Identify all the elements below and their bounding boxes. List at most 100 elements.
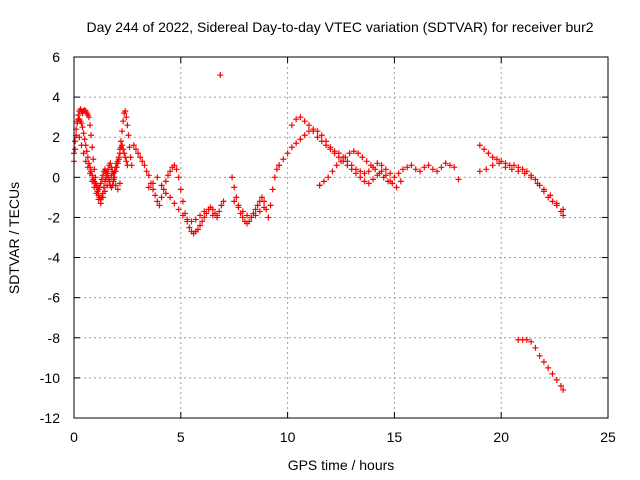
data-point [397, 178, 404, 185]
x-tick-label: 5 [177, 429, 185, 445]
data-point [421, 164, 428, 171]
data-point [442, 160, 449, 167]
data-point [184, 216, 191, 223]
data-point [120, 118, 127, 125]
data-point [145, 172, 152, 179]
data-point [93, 190, 100, 197]
data-point [116, 180, 123, 187]
data-point [455, 176, 462, 183]
data-point [545, 364, 552, 371]
data-point [528, 338, 535, 345]
data-point [231, 198, 238, 205]
data-point [135, 150, 142, 157]
data-point [374, 160, 381, 167]
data-point [425, 162, 432, 169]
data-point [532, 344, 539, 351]
data-point [481, 146, 488, 153]
x-tick-label: 20 [493, 429, 509, 445]
data-point [205, 206, 212, 213]
data-point [220, 198, 227, 205]
data-point [528, 174, 535, 181]
data-point [288, 144, 295, 151]
data-point [361, 170, 368, 177]
data-point [261, 204, 268, 211]
data-point [167, 168, 174, 175]
data-point [434, 168, 441, 175]
data-point [540, 186, 547, 193]
series-low-branch [515, 336, 567, 393]
data-point [560, 206, 567, 213]
data-point [338, 158, 344, 165]
data-point [318, 132, 325, 139]
data-point [162, 178, 169, 185]
data-point [314, 134, 321, 141]
data-point [293, 116, 300, 123]
data-point [280, 156, 287, 163]
data-point [216, 208, 223, 215]
y-tick-label: 6 [52, 49, 60, 65]
data-point [122, 108, 129, 115]
data-point [429, 166, 436, 173]
data-point [318, 138, 325, 145]
data-point [121, 150, 128, 157]
data-point [348, 166, 355, 173]
data-point [154, 198, 161, 205]
series-outlier [217, 72, 462, 189]
data-point [323, 142, 330, 149]
data-point [158, 194, 165, 201]
data-point [199, 218, 206, 225]
data-point [119, 142, 126, 149]
y-tick-label: 4 [52, 89, 60, 105]
data-point [359, 154, 366, 161]
data-point [82, 158, 89, 165]
data-point [252, 212, 259, 219]
data-point [112, 182, 119, 189]
data-point [297, 114, 304, 121]
data-point [493, 156, 500, 163]
series-segment-5b [476, 160, 567, 213]
data-point [346, 150, 353, 157]
data-point [150, 180, 157, 187]
data-point [265, 214, 272, 221]
data-point [126, 144, 133, 151]
data-point [560, 212, 567, 219]
data-point [91, 184, 98, 191]
data-point [192, 216, 199, 223]
data-point [489, 162, 496, 169]
data-point [145, 184, 152, 191]
data-point [81, 107, 88, 114]
data-point [175, 174, 182, 181]
data-point [79, 124, 86, 131]
data-point [293, 140, 300, 147]
data-point [175, 206, 182, 213]
data-point [96, 184, 103, 191]
data-point [549, 370, 556, 377]
data-point [511, 162, 518, 169]
data-point [376, 170, 383, 177]
data-point [534, 180, 541, 187]
data-point [83, 148, 90, 155]
data-point [139, 158, 146, 165]
data-point [258, 194, 265, 201]
data-point [97, 180, 104, 187]
data-point [80, 150, 87, 157]
data-point [87, 170, 94, 177]
x-tick-label: 15 [387, 429, 403, 445]
data-point [84, 154, 91, 161]
data-point [89, 178, 96, 185]
data-point [536, 352, 543, 359]
data-point [239, 208, 246, 215]
y-axis-label: SDTVAR / TECUs [6, 182, 22, 294]
data-point [515, 168, 522, 175]
data-point [316, 182, 323, 189]
data-point [150, 186, 157, 193]
data-point [194, 226, 201, 233]
data-point [408, 162, 415, 169]
data-point [80, 130, 87, 137]
y-tick-label: -8 [48, 330, 61, 346]
data-point [231, 184, 238, 191]
data-point [288, 122, 295, 129]
data-point [233, 194, 240, 201]
data-point [197, 222, 204, 229]
